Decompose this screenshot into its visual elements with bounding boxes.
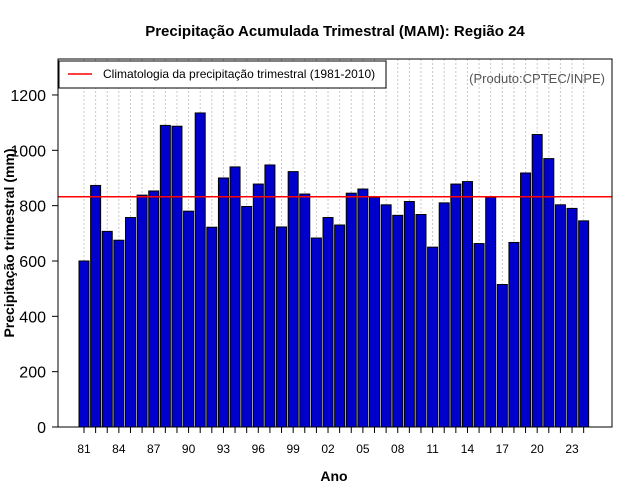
bar-1987 — [148, 190, 160, 428]
bar-1997 — [264, 164, 276, 428]
x-tick-label: 99 — [286, 442, 300, 456]
y-tick-label: 800 — [19, 199, 46, 216]
x-tick-label: 17 — [496, 442, 510, 456]
bar-2001 — [310, 237, 322, 428]
y-tick-label: 1000 — [10, 143, 46, 160]
bar-2020 — [531, 134, 543, 428]
y-tick-label: 0 — [37, 420, 46, 437]
bar-1990 — [183, 210, 195, 428]
bar-2007 — [380, 204, 392, 428]
bar-2012 — [438, 202, 450, 428]
bar-1989 — [171, 125, 183, 428]
legend-label: Climatologia da precipitação trimestral … — [103, 67, 375, 81]
bar-2011 — [427, 246, 439, 428]
y-tick-label: 400 — [19, 309, 46, 326]
bar-1985 — [124, 217, 136, 428]
legend: Climatologia da precipitação trimestral … — [58, 60, 387, 89]
x-tick-label: 81 — [77, 442, 91, 456]
bar-2005 — [357, 188, 369, 428]
bar-2019 — [520, 172, 532, 428]
chart-title: Precipitação Acumulada Trimestral (MAM):… — [145, 23, 525, 40]
x-tick-label: 87 — [147, 442, 161, 456]
bar-2013 — [450, 183, 462, 428]
bar-1998 — [276, 226, 288, 428]
bar-1992 — [206, 226, 218, 428]
bar-1994 — [229, 166, 241, 428]
y-axis: 0 200 400 600 800 1000 1200 — [10, 88, 58, 437]
x-tick-label: 02 — [321, 442, 335, 456]
bar-2015 — [473, 243, 485, 428]
x-axis-label: Ano — [320, 468, 347, 484]
x-tick-label: 20 — [531, 442, 545, 456]
x-tick-label: 08 — [391, 442, 405, 456]
y-tick-label: 200 — [19, 365, 46, 382]
bar-1996 — [252, 183, 264, 428]
legend-box — [58, 60, 387, 89]
y-tick-label: 600 — [19, 254, 46, 271]
bar-1993 — [217, 177, 229, 428]
bar-2008 — [392, 214, 404, 428]
bar-1981 — [78, 260, 90, 428]
bar-1986 — [136, 194, 148, 428]
bar-2016 — [485, 196, 497, 428]
x-tick-label: 96 — [252, 442, 266, 456]
bars-group — [78, 112, 590, 428]
bar-2014 — [461, 181, 473, 428]
x-tick-label: 93 — [217, 442, 231, 456]
bar-1983 — [101, 230, 113, 428]
product-credit: (Produto:CPTEC/INPE) — [469, 71, 605, 86]
x-tick-label: 84 — [112, 442, 126, 456]
y-axis-label: Precipitação trimestral (mm) — [1, 148, 17, 337]
bar-2009 — [403, 200, 415, 428]
x-tick-label: 23 — [565, 442, 579, 456]
bar-2000 — [299, 193, 311, 428]
x-axis: 81 84 87 90 93 96 99 02 05 08 11 14 17 20 23 — [77, 427, 585, 456]
bar-2006 — [369, 196, 380, 428]
bar-2022 — [554, 204, 566, 428]
bar-2018 — [508, 241, 520, 428]
x-tick-label: 90 — [182, 442, 196, 456]
bar-1999 — [287, 171, 299, 428]
plot-frame — [57, 58, 613, 428]
x-tick-label: 11 — [426, 442, 439, 456]
bar-2004 — [345, 192, 357, 428]
bar-2017 — [496, 284, 508, 428]
bar-2002 — [322, 217, 334, 428]
x-tick-label: 14 — [461, 442, 475, 456]
bar-1984 — [113, 239, 125, 428]
bar-2010 — [415, 214, 427, 428]
x-tick-label: 05 — [356, 442, 370, 456]
bar-2023 — [566, 207, 578, 428]
y-tick-label: 1200 — [10, 88, 46, 105]
bar-2003 — [334, 224, 346, 428]
bar-1991 — [194, 112, 206, 428]
bar-1995 — [241, 205, 253, 428]
bar-1988 — [159, 124, 171, 428]
bar-2024 — [578, 220, 590, 428]
bar-1982 — [90, 184, 102, 428]
bar-2021 — [543, 158, 555, 428]
